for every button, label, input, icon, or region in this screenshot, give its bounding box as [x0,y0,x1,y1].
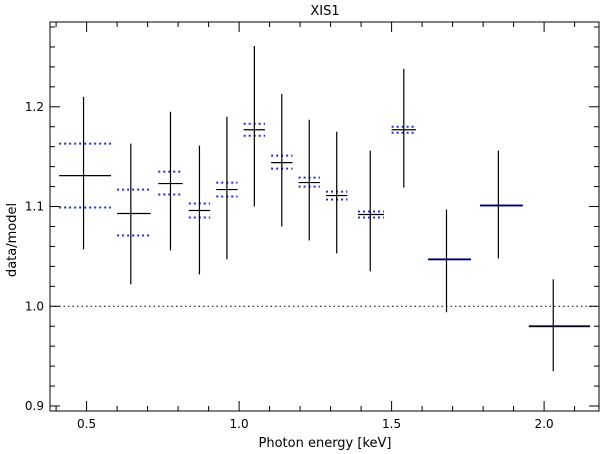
data-point [216,116,238,260]
data-point [188,145,211,275]
plot-frame [49,21,600,412]
data-point [243,45,266,207]
x-tick-label: 2.0 [535,417,554,431]
y-tick-label: 1.0 [25,299,44,313]
model-series [59,122,590,328]
data-point [298,119,320,241]
data-point [428,209,471,313]
y-tick-label: 1.2 [25,100,44,114]
y-tick-label: 0.9 [25,399,44,413]
data-point [528,279,590,372]
chart-title: XIS1 [310,4,339,19]
y-axis-label: data/model [5,203,20,277]
data-point [391,68,416,188]
data-point [480,150,523,259]
axis-ticks: 0.5 1.0 1.5 2.0 0.9 1.0 1.1 1.2 [25,22,599,431]
x-tick-label: 1.0 [230,417,249,431]
data-point [158,111,183,251]
data-point [271,93,293,227]
data-series [59,45,590,372]
data-point [358,150,384,272]
x-axis-label: Photon energy [keV] [259,436,392,451]
data-point [59,96,111,250]
y-tick-label: 1.1 [25,200,44,214]
x-tick-label: 0.5 [77,417,96,431]
x-tick-label: 1.5 [382,417,401,431]
data-point [326,131,348,254]
data-point [117,143,151,285]
